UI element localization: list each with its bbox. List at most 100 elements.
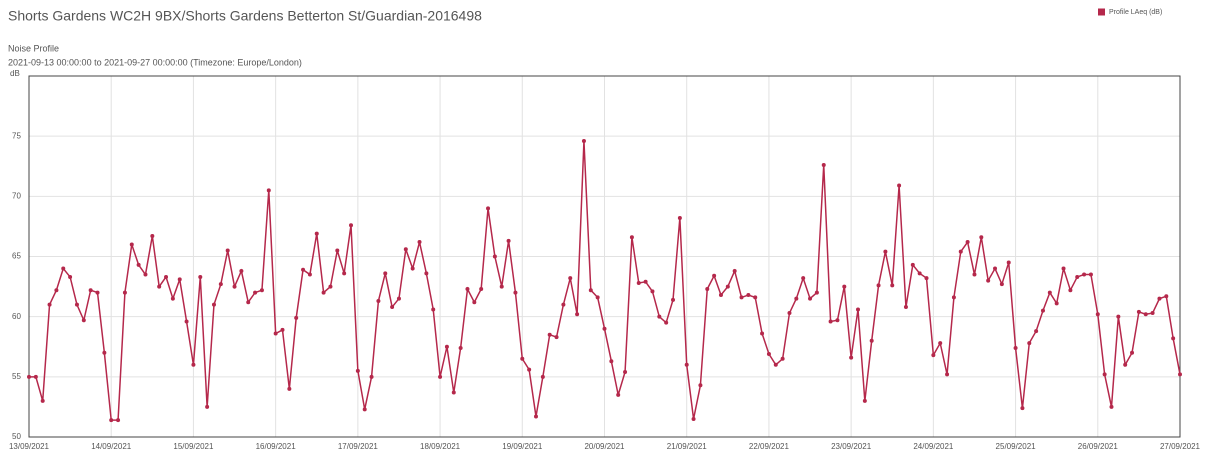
data-point xyxy=(808,296,813,301)
data-point xyxy=(643,279,648,284)
data-point xyxy=(1040,308,1045,313)
data-point xyxy=(623,370,628,375)
data-point xyxy=(945,372,950,377)
x-tick-label: 24/09/2021 xyxy=(913,442,954,451)
plot-frame xyxy=(28,75,1181,438)
data-point xyxy=(787,311,792,316)
data-point xyxy=(1164,294,1169,299)
data-point xyxy=(170,296,175,301)
data-point xyxy=(506,238,511,243)
x-tick-label: 17/09/2021 xyxy=(338,442,379,451)
x-tick-label: 16/09/2021 xyxy=(256,442,297,451)
data-point xyxy=(766,351,771,356)
data-point xyxy=(410,266,415,271)
data-point xyxy=(253,290,258,295)
data-point xyxy=(294,315,299,320)
x-tick-label: 19/09/2021 xyxy=(502,442,543,451)
data-point xyxy=(47,302,52,307)
data-point xyxy=(1061,266,1066,271)
data-point xyxy=(835,318,840,323)
data-point xyxy=(903,305,908,310)
data-point xyxy=(1095,312,1100,317)
data-point xyxy=(1027,341,1032,346)
data-point xyxy=(177,277,182,282)
data-point xyxy=(218,282,223,287)
y-tick-label: 75 xyxy=(12,131,21,140)
data-point xyxy=(986,278,991,283)
data-point xyxy=(677,215,682,220)
data-point xyxy=(259,288,264,293)
data-point xyxy=(520,356,525,361)
data-point xyxy=(650,289,655,294)
data-point xyxy=(74,302,79,307)
data-point xyxy=(438,374,443,379)
x-tick-label: 18/09/2021 xyxy=(420,442,461,451)
data-point xyxy=(890,283,895,288)
data-point xyxy=(1075,274,1080,279)
data-point xyxy=(81,318,86,323)
y-tick-label: 55 xyxy=(12,372,21,381)
data-point xyxy=(403,247,408,252)
data-point xyxy=(355,368,360,373)
x-tick-label: 25/09/2021 xyxy=(996,442,1037,451)
data-point xyxy=(198,274,203,279)
data-point xyxy=(671,297,676,302)
data-point xyxy=(61,266,66,271)
data-point xyxy=(705,286,710,291)
data-point xyxy=(1047,290,1052,295)
data-point xyxy=(513,290,518,295)
data-point xyxy=(95,290,100,295)
data-point xyxy=(773,362,778,367)
data-point xyxy=(109,418,114,423)
data-point xyxy=(27,374,31,379)
y-tick-label: 65 xyxy=(12,252,21,261)
data-point xyxy=(150,234,155,239)
data-point xyxy=(184,319,189,324)
data-point xyxy=(739,295,744,300)
data-point xyxy=(225,248,230,253)
data-point xyxy=(698,383,703,388)
data-point xyxy=(40,398,45,403)
data-point xyxy=(657,314,662,319)
data-point xyxy=(1157,296,1162,301)
data-point xyxy=(849,355,854,360)
data-point xyxy=(636,280,641,285)
data-point xyxy=(869,338,874,343)
data-point xyxy=(616,392,621,397)
data-point xyxy=(239,268,244,273)
data-point xyxy=(527,367,532,372)
data-point xyxy=(732,268,737,273)
data-point xyxy=(1130,350,1135,355)
data-point xyxy=(157,284,162,289)
data-point xyxy=(417,240,422,245)
data-point xyxy=(164,274,169,279)
data-point xyxy=(684,362,689,367)
data-point xyxy=(396,296,401,301)
data-point xyxy=(492,254,497,259)
x-tick-label: 21/09/2021 xyxy=(667,442,708,451)
data-point xyxy=(362,407,367,412)
data-point xyxy=(664,320,669,325)
y-tick-label: 70 xyxy=(12,191,21,200)
data-point xyxy=(280,327,285,332)
date-range: 2021-09-13 00:00:00 to 2021-09-27 00:00:… xyxy=(8,57,302,67)
y-tick-label: 60 xyxy=(12,312,21,321)
x-tick-label: 14/09/2021 xyxy=(91,442,132,451)
data-point xyxy=(828,319,833,324)
data-point xyxy=(718,293,723,298)
data-point xyxy=(855,307,860,312)
data-point xyxy=(287,386,292,391)
legend-swatch xyxy=(1098,8,1105,16)
chart-subtitle: Noise Profile xyxy=(8,43,59,53)
data-point xyxy=(314,231,319,236)
data-point xyxy=(1013,345,1018,350)
data-point xyxy=(431,307,436,312)
legend-label: Profile LAeq (dB) xyxy=(1109,9,1162,16)
data-point xyxy=(321,290,326,295)
data-point xyxy=(999,282,1004,287)
data-point xyxy=(1123,362,1128,367)
data-point xyxy=(342,271,347,276)
data-point xyxy=(897,183,902,188)
data-point xyxy=(335,248,340,253)
data-point xyxy=(376,299,381,304)
